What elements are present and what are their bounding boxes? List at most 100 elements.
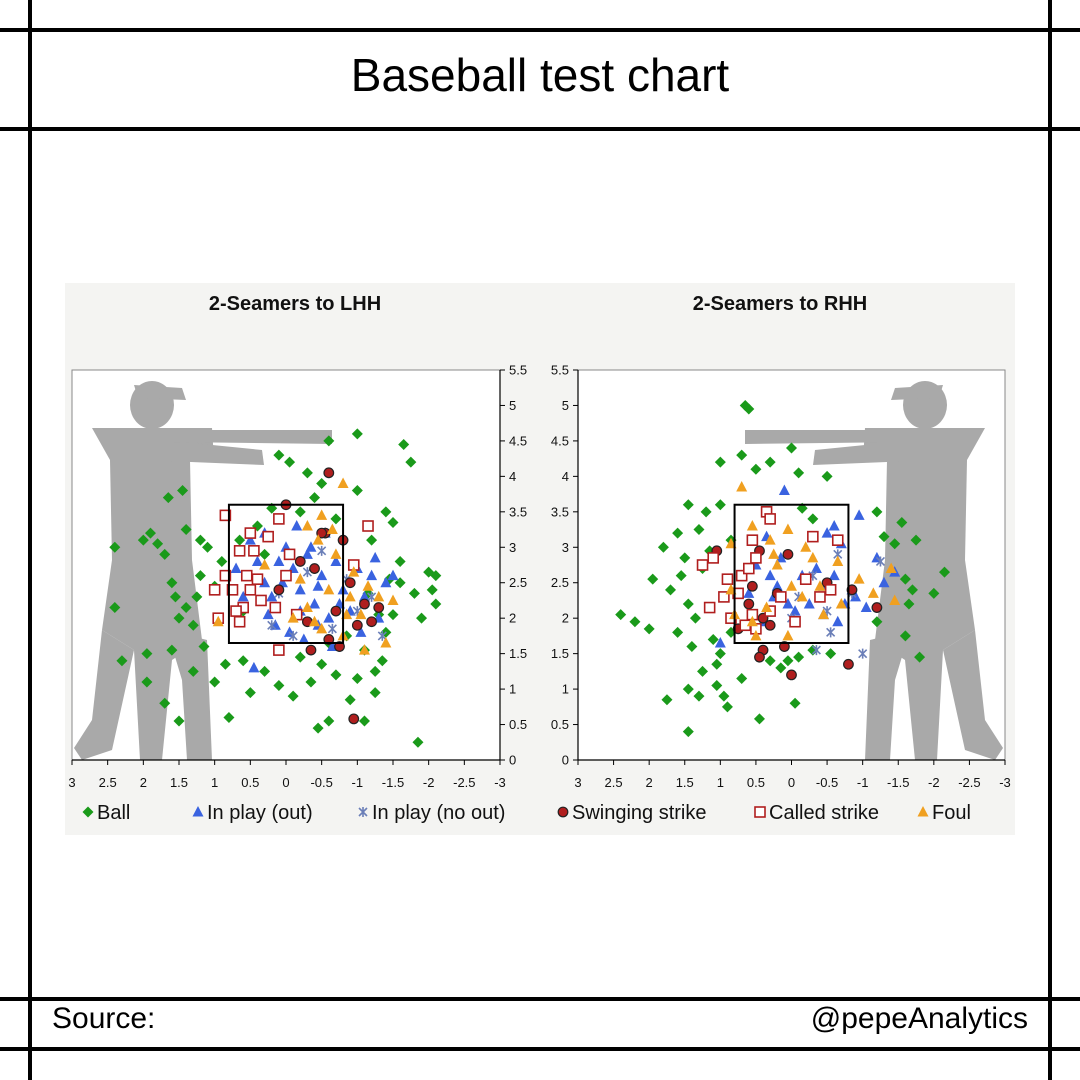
swinging_strike-point	[309, 563, 320, 574]
in_play_no_out-point	[377, 630, 387, 641]
called_strike-point	[219, 509, 232, 522]
y-tick-label: 1.5	[551, 646, 569, 661]
ball-point	[899, 573, 911, 585]
ball-point	[173, 612, 185, 624]
called_strike-point	[703, 601, 716, 614]
foul-point	[312, 534, 324, 545]
in_play_no_out-point	[267, 620, 277, 631]
series-swinging_strike	[273, 467, 385, 725]
ball-point	[789, 697, 801, 709]
called_strike-point	[280, 569, 292, 582]
ball-point	[194, 534, 206, 546]
batter-arms	[813, 438, 935, 465]
in_play_no_out-point	[826, 627, 836, 638]
ball-point	[323, 435, 335, 447]
called_strike-point	[707, 552, 720, 564]
x-tick-label: 3	[574, 775, 581, 790]
ball-point	[273, 449, 285, 461]
ball-point	[693, 690, 705, 702]
in_play_out-point	[230, 562, 242, 574]
foul-point	[832, 555, 844, 566]
ball-point	[665, 584, 677, 596]
footer-top-line	[0, 997, 1080, 1001]
ball-point	[714, 648, 726, 660]
foul-point	[316, 509, 328, 520]
swinging_strike-point	[273, 584, 285, 596]
ball-point	[878, 531, 890, 543]
ball-point	[714, 499, 726, 511]
y-tick-label: 2.5	[509, 575, 527, 590]
series-ball	[109, 428, 442, 748]
called_strike-point	[255, 594, 267, 607]
foul-point	[764, 534, 776, 545]
y-tick-label: 2.5	[551, 575, 569, 590]
foul-point	[330, 548, 342, 559]
y-tick-label: 3.5	[509, 504, 527, 519]
called_strike-point	[233, 615, 246, 628]
ball-point	[169, 591, 181, 603]
in_play_out-point	[821, 527, 833, 538]
foul-point	[782, 523, 794, 535]
ball-point	[194, 570, 206, 582]
plot-title: 2-Seamers to LHH	[209, 293, 381, 315]
x-tick-label: 2	[646, 775, 653, 790]
x-tick-label: -3	[494, 775, 506, 790]
foul-point	[796, 590, 808, 602]
in_play_out-point	[387, 569, 399, 581]
called_strike-point	[750, 552, 762, 564]
ball-point	[180, 602, 192, 614]
ball-point	[152, 538, 164, 550]
batter-hips	[875, 560, 975, 760]
x-tick-label: 2	[140, 775, 147, 790]
ball-point	[316, 658, 328, 670]
in_play_out-point	[810, 562, 822, 574]
y-tick-label: 1	[562, 682, 569, 697]
ball-point	[387, 516, 399, 528]
swinging_strike-point	[323, 634, 335, 645]
swinging_strike-point	[743, 598, 755, 610]
ball-point	[330, 669, 342, 681]
y-tick-label: 0.5	[551, 717, 569, 732]
y-tick-label: 2	[562, 611, 569, 626]
in_play_no_out-point	[327, 623, 337, 634]
ball-point	[928, 587, 940, 599]
y-tick-label: 5.5	[509, 363, 527, 378]
ball-point	[312, 722, 324, 734]
ball-point	[711, 680, 723, 692]
ball-point	[358, 715, 370, 727]
x-tick-label: -1	[352, 775, 364, 790]
y-tick-label: 0.5	[509, 717, 527, 732]
ball-point	[323, 715, 335, 727]
source-label: Source:	[52, 1002, 156, 1035]
x-tick-label: 1.5	[676, 775, 694, 790]
x-tick-label: 2.5	[605, 775, 623, 790]
x-tick-label: 1.5	[170, 775, 188, 790]
x-tick-label: 0	[282, 775, 289, 790]
in_play_out-point	[775, 551, 787, 563]
plot-title: 2-Seamers to RHH	[693, 293, 868, 315]
ball-point	[743, 403, 755, 415]
foul-point	[818, 608, 830, 620]
ball-point	[366, 534, 378, 546]
y-tick-label: 5	[562, 398, 569, 413]
swinging_strike-point	[330, 605, 342, 617]
in_play_out-point	[366, 569, 378, 581]
plot-lhh: 2-Seamers to LHH 3 2.5 2 1.5 1 0.5 0 -0.5 -1 -1.5 -…	[68, 293, 527, 790]
foul-point	[800, 541, 812, 552]
ball-point	[647, 573, 659, 585]
swinging_strike-point	[871, 602, 883, 613]
swinging_strike-point	[782, 548, 794, 560]
called_strike-point	[230, 605, 242, 617]
foul-point	[294, 573, 306, 584]
in_play_out-point	[355, 626, 367, 637]
x-tick-label: 0.5	[747, 775, 765, 790]
ball-point	[793, 467, 805, 479]
ball-point	[871, 506, 883, 518]
x-tick-label: 3	[68, 775, 75, 790]
in_play_no_out-point	[288, 630, 298, 641]
swinging_strike-point	[323, 467, 335, 479]
called_strike-point	[248, 545, 260, 557]
ball-point	[775, 662, 787, 674]
in_play_out-point	[743, 587, 755, 598]
x-tick-label: 1	[717, 775, 724, 790]
